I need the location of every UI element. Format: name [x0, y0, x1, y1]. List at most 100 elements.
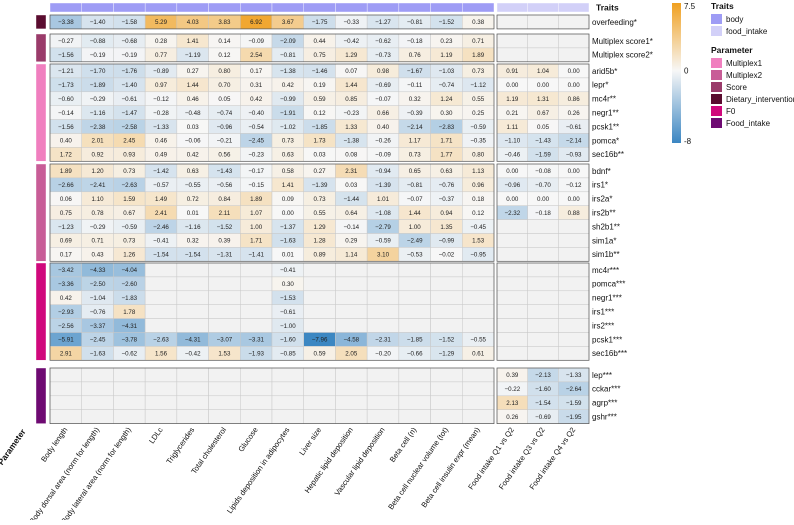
- heatmap-cell: [240, 381, 273, 397]
- cell-value-label: −0.62: [375, 38, 391, 45]
- cell-value-label: 0.98: [377, 68, 390, 75]
- cell-value-label: −1.58: [121, 19, 137, 26]
- heatmap-cell: [558, 332, 590, 347]
- cell-value-label: −1.16: [185, 224, 201, 231]
- cell-value-label: −0.60: [58, 96, 74, 103]
- cell-value-label: 0.40: [377, 124, 390, 131]
- cell-value-label: 0.70: [218, 82, 231, 89]
- row-label: bdnf*: [592, 167, 611, 176]
- cell-value-label: 0.75: [314, 52, 327, 59]
- cell-value-label: −1.40: [90, 19, 106, 26]
- heatmap-cell: [558, 304, 590, 319]
- cell-value-label: 0.05: [537, 124, 550, 131]
- heatmap-cell: [527, 33, 559, 49]
- cell-value-label: −1.53: [280, 295, 296, 302]
- colorbar-tick-label: 7.5: [684, 2, 696, 11]
- cell-value-label: 1.49: [155, 196, 168, 203]
- cell-value-label: 0.75: [60, 210, 73, 217]
- heatmap-cell: [176, 318, 209, 333]
- heatmap-cell: [81, 409, 114, 424]
- parameter-annotation: [35, 14, 47, 30]
- cell-value-label: 0.19: [314, 82, 327, 89]
- cell-value-label: −0.74: [217, 110, 233, 117]
- parameter-annotation: [35, 163, 47, 262]
- heatmap-cell: [366, 262, 400, 278]
- cell-value-label: 0.18: [472, 196, 485, 203]
- heatmap-cell: [303, 409, 336, 424]
- heatmap-cell: [335, 290, 368, 305]
- heatmap-cell: [558, 276, 590, 292]
- heatmap-cell: [430, 304, 463, 319]
- heatmap-cell: [240, 290, 273, 305]
- cell-value-label: 1.29: [345, 52, 358, 59]
- heatmap-cell: [558, 247, 590, 262]
- heatmap-cell: [496, 219, 528, 234]
- heatmap-cell: [240, 367, 273, 383]
- cell-value-label: −1.08: [375, 210, 391, 217]
- cell-value-label: −1.00: [280, 323, 296, 330]
- cell-value-label: −2.45: [90, 337, 106, 344]
- heatmap-cell: [303, 276, 336, 292]
- heatmap-cell: [558, 346, 590, 361]
- heatmap-cell: [208, 381, 241, 397]
- cell-value-label: −0.02: [439, 252, 455, 259]
- parameter-annotation: [35, 63, 47, 162]
- cell-value-label: 0.88: [568, 210, 581, 217]
- cell-value-label: 1.71: [440, 138, 453, 145]
- heatmap-cell: [335, 318, 368, 333]
- cell-value-label: 0.21: [506, 110, 519, 117]
- heatmap-cell: [496, 346, 528, 361]
- cell-value-label: −2.46: [153, 224, 169, 231]
- cell-value-label: −1.54: [185, 252, 201, 259]
- column-label: LDLc: [147, 425, 165, 445]
- cell-value-label: 1.19: [440, 52, 453, 59]
- column-label: Total cholesterol: [189, 425, 228, 475]
- heatmap-cell: [176, 262, 209, 278]
- row-label: irs1*: [592, 181, 608, 190]
- cell-value-label: 0.66: [377, 110, 390, 117]
- heatmap-cell: [366, 318, 400, 333]
- cell-value-label: −3.36: [58, 281, 74, 288]
- cell-value-label: −1.60: [535, 386, 551, 393]
- cell-value-label: 0.55: [314, 210, 327, 217]
- cell-value-label: −0.20: [375, 351, 391, 358]
- cell-value-label: −1.83: [121, 295, 137, 302]
- heatmap-cell: [113, 381, 146, 397]
- cell-value-label: −1.41: [248, 252, 264, 259]
- cell-value-label: 1.44: [187, 82, 200, 89]
- heatmap-cell: [462, 276, 495, 292]
- heatmap-cell: [49, 367, 82, 383]
- cell-value-label: −1.67: [407, 68, 423, 75]
- cell-value-label: −0.57: [153, 182, 169, 189]
- cell-value-label: −2.83: [439, 124, 455, 131]
- cell-value-label: 0.00: [568, 68, 581, 75]
- cell-value-label: −3.78: [121, 337, 137, 344]
- cell-value-label: 1.13: [472, 168, 485, 175]
- heatmap-cell: [176, 304, 209, 319]
- cell-value-label: −1.39: [375, 182, 391, 189]
- heatmap-cell: [366, 395, 400, 410]
- row-label: irs1***: [592, 307, 614, 316]
- heatmap-cell: [303, 318, 336, 333]
- cell-value-label: 2.45: [123, 138, 136, 145]
- row-label: Multiplex score2*: [592, 51, 653, 60]
- cell-value-label: 0.12: [218, 52, 231, 59]
- heatmap-cell: [398, 367, 431, 383]
- row-label: pomca*: [592, 136, 619, 145]
- cell-value-label: −0.33: [343, 19, 359, 26]
- cell-value-label: −1.38: [343, 138, 359, 145]
- parameter-legend-title: Parameter: [711, 45, 753, 55]
- cell-value-label: 0.27: [314, 168, 327, 175]
- cell-value-label: 0.39: [506, 372, 519, 379]
- row-label: irs2b**: [592, 208, 616, 217]
- heatmap-cell: [208, 276, 241, 292]
- cell-value-label: −0.96: [217, 124, 233, 131]
- heatmap-cell: [558, 262, 590, 278]
- cell-value-label: −0.19: [121, 52, 137, 59]
- heatmap-cell: [558, 14, 590, 30]
- cell-value-label: 0.29: [345, 238, 358, 245]
- row-label: pomca***: [592, 280, 625, 289]
- heatmap-cell: [335, 304, 368, 319]
- cell-value-label: −1.33: [566, 372, 582, 379]
- cell-value-label: 1.78: [123, 309, 136, 316]
